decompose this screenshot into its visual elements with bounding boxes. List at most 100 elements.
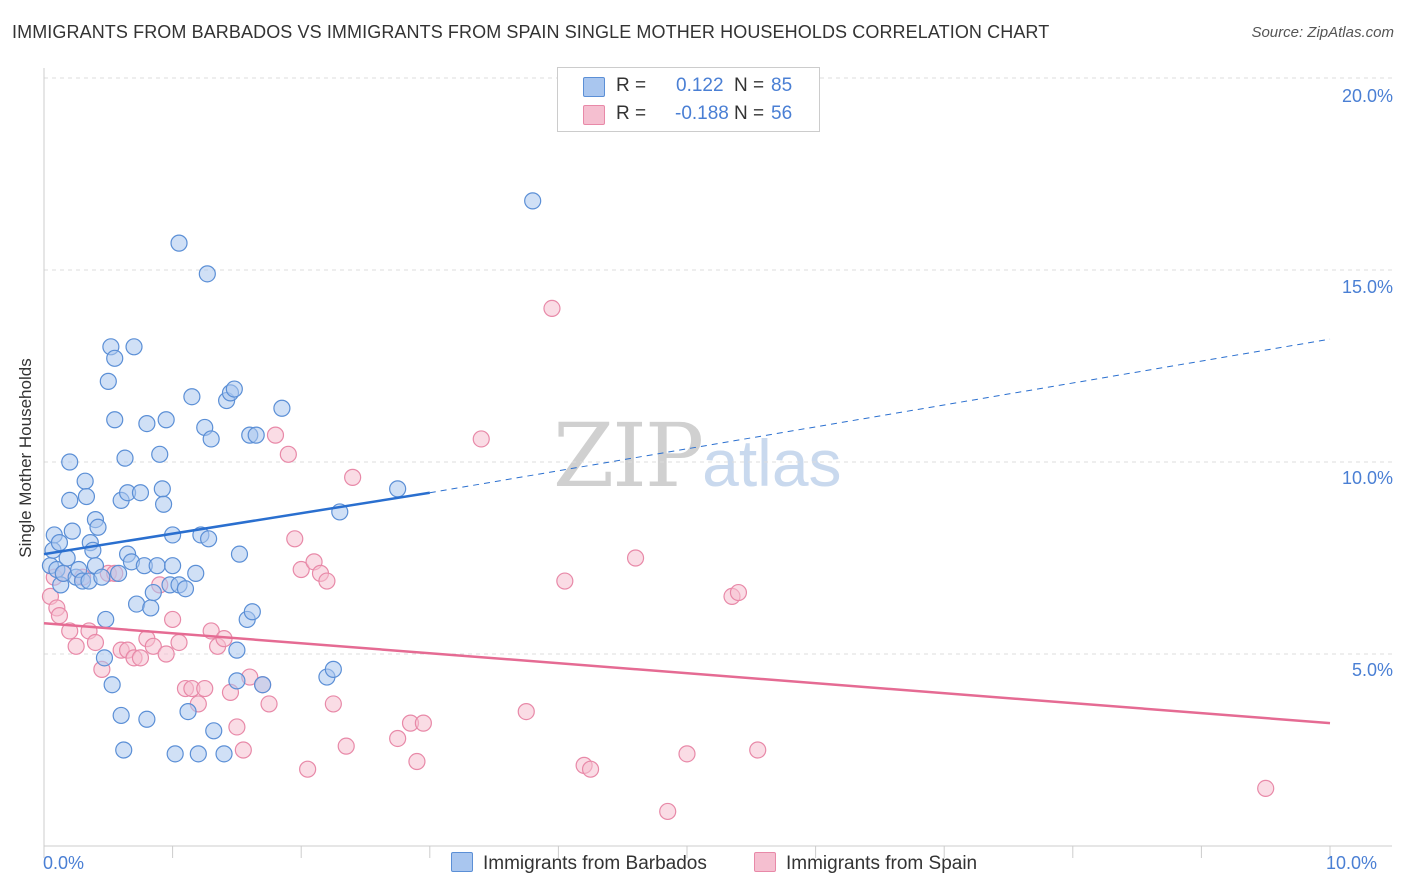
barbados-point xyxy=(95,649,114,667)
barbados-point xyxy=(228,641,246,659)
r-label: R = xyxy=(616,103,647,124)
stats-legend: R = 0.122 N = 85 R = -0.188 N = 56 xyxy=(557,67,820,132)
barbados-point xyxy=(116,449,134,467)
barbados-swatch xyxy=(451,852,473,872)
spain-point xyxy=(1257,779,1275,798)
spain-point xyxy=(337,737,355,755)
barbados-point xyxy=(61,453,79,471)
n-value: 85 xyxy=(771,75,793,96)
spain-point xyxy=(234,741,252,759)
spain-point xyxy=(157,645,175,663)
source-label: Source: ZipAtlas.com xyxy=(1251,24,1394,41)
r-value: -0.188 xyxy=(675,103,729,124)
spain-point xyxy=(292,560,310,579)
barbados-point xyxy=(324,660,342,678)
spain-point xyxy=(86,633,105,652)
barbados-point xyxy=(127,595,146,613)
spain-point xyxy=(299,760,317,778)
y-tick-label: 10.0% xyxy=(1341,468,1393,488)
spain-point xyxy=(266,426,285,444)
barbados-point xyxy=(125,338,143,356)
r-value: 0.122 xyxy=(676,75,724,96)
spain-point xyxy=(196,679,214,698)
spain-point xyxy=(164,610,182,629)
barbados-point xyxy=(153,480,171,498)
legend-item-spain: Immigrants from Spain xyxy=(754,852,977,875)
barbados-point xyxy=(247,426,265,444)
y-tick-label: 5.0% xyxy=(1351,660,1393,680)
barbados-point xyxy=(187,564,205,582)
barbados-point xyxy=(200,530,218,548)
barbados-trendline xyxy=(43,491,430,556)
y-tick-label: 15.0% xyxy=(1341,277,1393,297)
barbados-point xyxy=(148,557,166,575)
spain-point xyxy=(389,729,407,748)
spain-point xyxy=(472,430,490,448)
barbados-point xyxy=(61,491,79,509)
barbados-point xyxy=(93,568,111,586)
barbados-point xyxy=(97,610,115,629)
barbados-point xyxy=(189,745,207,763)
spain-point xyxy=(324,695,342,713)
barbados-point xyxy=(202,430,220,448)
barbados-swatch xyxy=(583,77,605,97)
spain-point xyxy=(517,702,535,721)
spain-point xyxy=(581,760,600,778)
x-tick-label: 10.0% xyxy=(1326,853,1378,873)
spain-point xyxy=(344,468,362,486)
barbados-point xyxy=(273,399,291,417)
barbados-point xyxy=(198,265,216,283)
barbados-point xyxy=(138,415,156,433)
spain-point xyxy=(50,606,69,625)
barbados-point xyxy=(524,192,542,210)
barbados-point xyxy=(103,676,121,694)
spain-point xyxy=(286,530,304,548)
barbados-point xyxy=(50,534,69,552)
watermark: ZIPatlas xyxy=(553,404,842,507)
barbados-point xyxy=(230,545,249,563)
barbados-point xyxy=(63,522,81,540)
barbados-point xyxy=(157,411,175,429)
barbados-point xyxy=(131,484,150,502)
spain-point xyxy=(626,549,645,567)
watermark-atlas: atlas xyxy=(702,426,842,500)
barbados-point xyxy=(99,372,117,390)
n-label: N = xyxy=(734,103,765,124)
spain-swatch xyxy=(583,105,605,125)
barbados-point xyxy=(166,745,184,763)
barbados-point xyxy=(170,234,188,252)
spain-point xyxy=(749,741,767,759)
barbados-point xyxy=(254,676,272,694)
barbados-point xyxy=(106,411,124,429)
barbados-point xyxy=(106,349,124,367)
n-value: 56 xyxy=(771,103,793,124)
barbados-point xyxy=(76,472,94,490)
spain-point xyxy=(556,572,574,590)
barbados-point xyxy=(77,487,96,506)
spain-point xyxy=(678,745,696,763)
barbados-point xyxy=(183,388,201,406)
barbados-point xyxy=(142,599,160,617)
barbados-point xyxy=(228,672,246,690)
barbados-point xyxy=(144,583,162,602)
spain-point xyxy=(408,752,426,771)
barbados-point xyxy=(389,480,407,498)
legend-label: Immigrants from Barbados xyxy=(483,853,707,874)
barbados-point xyxy=(205,722,223,740)
spain-point xyxy=(279,445,297,463)
spain-point xyxy=(67,637,85,655)
barbados-point xyxy=(215,745,233,763)
barbados-point xyxy=(89,518,107,536)
r-label: R = xyxy=(616,75,647,96)
n-label: N = xyxy=(734,75,765,96)
barbados-trendline-extension xyxy=(429,338,1331,494)
spain-point xyxy=(144,637,162,655)
barbados-point xyxy=(179,702,197,721)
spain-point xyxy=(260,695,278,713)
spain-point xyxy=(414,714,432,732)
spain-point xyxy=(170,633,188,652)
barbados-point xyxy=(176,580,195,598)
barbados-point xyxy=(225,380,243,398)
spain-point xyxy=(61,622,79,640)
spain-point xyxy=(543,299,561,317)
